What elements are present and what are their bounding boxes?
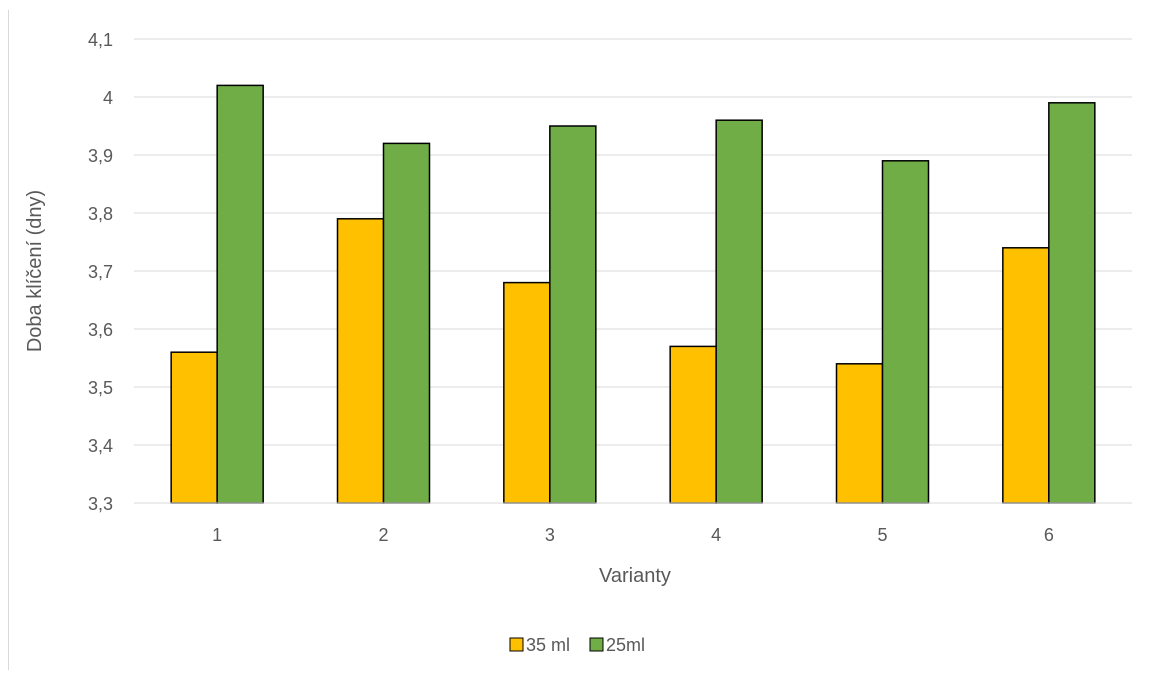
legend-swatch: [589, 637, 604, 652]
bar-series-1: [170, 351, 218, 504]
x-tick-label: 6: [1044, 525, 1054, 545]
y-tick-label: 3,7: [88, 262, 113, 282]
y-tick-label: 3,5: [88, 378, 113, 398]
x-tick-label: 1: [212, 525, 222, 545]
y-tick-label: 3,9: [88, 146, 113, 166]
bar-series-2: [216, 84, 264, 504]
y-tick-label: 3,4: [88, 436, 113, 456]
y-tick-label: 4,1: [88, 30, 113, 50]
legend-swatch: [509, 637, 524, 652]
y-axis-label: Doba klíčení (dny): [24, 190, 46, 352]
x-tick-label: 4: [711, 525, 721, 545]
bar-series-1: [835, 363, 884, 504]
bar-series-2: [1048, 102, 1096, 504]
legend-label: 35 ml: [526, 635, 570, 655]
bars: [170, 84, 1096, 504]
legend-label: 25ml: [606, 635, 645, 655]
x-axis-label: Varianty: [599, 565, 671, 587]
bar-series-1: [669, 345, 717, 504]
x-tick-label: 3: [545, 525, 555, 545]
y-tick-label: 3,6: [88, 320, 113, 340]
bar-series-1: [336, 218, 385, 504]
x-tick-label: 5: [877, 525, 887, 545]
bar-series-2: [881, 160, 930, 504]
y-axis-ticks: 3,3 3,4 3,5 3,6 3,7 3,8 3,9 4 4,1: [88, 30, 113, 514]
bar-series-1: [503, 281, 551, 504]
x-axis-ticks: 1 2 3 4 5 6: [212, 525, 1054, 545]
bar-series-2: [715, 119, 763, 504]
bar-series-1: [1002, 247, 1050, 504]
bar-series-2: [549, 125, 597, 504]
gridlines: [134, 38, 1132, 446]
legend: 35 ml 25ml: [509, 635, 645, 655]
x-tick-label: 2: [378, 525, 388, 545]
bar-series-2: [382, 142, 431, 504]
y-tick-label: 3,3: [88, 494, 113, 514]
y-tick-label: 4: [103, 88, 113, 108]
y-tick-label: 3,8: [88, 204, 113, 224]
